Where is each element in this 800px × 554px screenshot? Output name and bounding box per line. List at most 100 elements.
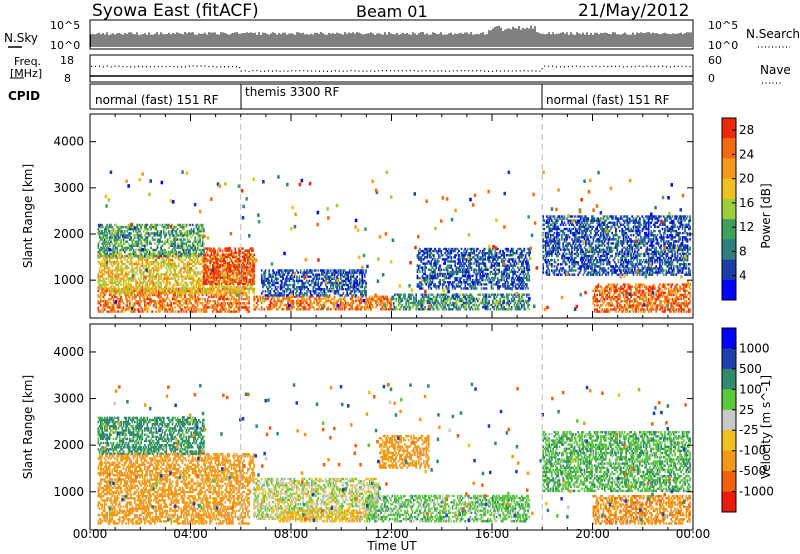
range-cell (123, 246, 126, 250)
range-cell (152, 304, 155, 307)
range-cell (219, 264, 222, 267)
range-cell (280, 294, 283, 297)
range-cell (341, 306, 343, 309)
range-cell (180, 275, 183, 278)
range-cell (139, 223, 141, 227)
range-cell (171, 285, 174, 289)
range-cell (132, 310, 135, 313)
range-cell (204, 264, 206, 267)
range-cell (142, 271, 145, 274)
range-cell (171, 250, 174, 254)
range-cell (424, 308, 426, 311)
range-cell (103, 304, 106, 307)
range-cell (291, 308, 293, 311)
range-cell (179, 232, 181, 235)
range-cell (283, 292, 286, 295)
range-cell (172, 285, 175, 289)
range-cell (298, 277, 301, 280)
range-cell (253, 274, 255, 277)
range-cell (228, 264, 230, 267)
range-cell (328, 294, 331, 297)
range-cell (386, 297, 389, 301)
range-cell (105, 248, 107, 252)
range-cell (247, 249, 249, 252)
range-cell (223, 269, 225, 272)
range-cell (201, 223, 204, 227)
range-cell (461, 297, 464, 301)
range-cell (181, 225, 184, 229)
range-cell (279, 299, 282, 303)
range-cell (144, 308, 146, 311)
range-cell (288, 299, 291, 303)
range-cell (195, 289, 198, 293)
range-cell (469, 308, 472, 311)
range-cell (220, 272, 223, 275)
range-cell (378, 303, 381, 307)
range-cell (389, 306, 391, 309)
range-cell (229, 287, 232, 290)
range-cell (298, 275, 301, 278)
range-cell (248, 261, 250, 265)
range-cell (101, 264, 103, 268)
range-cell (134, 240, 136, 243)
range-cell (155, 248, 157, 252)
range-cell (188, 230, 190, 233)
range-cell (154, 302, 156, 305)
range-cell (181, 242, 184, 245)
range-cell (203, 289, 205, 293)
range-cell (465, 293, 468, 296)
range-cell (474, 299, 477, 303)
range-cell (191, 230, 194, 233)
range-cell (171, 244, 174, 247)
range-cell (214, 251, 217, 254)
range-cell (286, 269, 288, 272)
range-cell (115, 275, 117, 278)
range-cell (232, 261, 234, 265)
range-cell (303, 308, 306, 311)
range-cell (159, 289, 161, 293)
range-cell (283, 294, 286, 297)
range-cell (194, 302, 196, 305)
range-cell (268, 308, 271, 311)
range-cell (250, 254, 253, 257)
range-cell (198, 281, 200, 284)
range-cell (172, 297, 175, 301)
range-cell (415, 293, 418, 296)
range-cell (243, 285, 245, 289)
range-cell (219, 247, 222, 250)
range-cell (279, 292, 282, 295)
range-cell (106, 256, 108, 259)
range-cell (216, 300, 219, 303)
range-cell (159, 238, 161, 241)
range-cell (299, 295, 302, 298)
range-cell (107, 267, 110, 270)
range-cell (215, 295, 218, 299)
range-cell (107, 246, 110, 250)
range-cell (282, 277, 284, 280)
range-cell (245, 255, 248, 259)
range-cell (314, 290, 317, 293)
range-cell (117, 304, 120, 307)
range-cell (171, 248, 174, 252)
range-cell (292, 303, 294, 307)
range-cell (146, 230, 149, 233)
range-cell (172, 295, 175, 299)
range-cell (211, 291, 214, 295)
range-cell (240, 264, 243, 267)
range-cell (140, 248, 142, 252)
range-cell (199, 285, 201, 289)
range-cell (301, 288, 303, 291)
range-cell (335, 308, 337, 311)
range-cell (282, 275, 284, 278)
range-cell (292, 269, 294, 272)
range-cell (97, 250, 100, 254)
range-cell (152, 291, 155, 295)
range-cell (130, 248, 132, 252)
range-cell (183, 238, 185, 241)
range-cell (233, 291, 235, 295)
range-cell (127, 242, 130, 245)
range-cell (245, 310, 248, 313)
range-cell (292, 301, 294, 305)
range-cell (177, 283, 180, 286)
range-cell (130, 228, 132, 231)
